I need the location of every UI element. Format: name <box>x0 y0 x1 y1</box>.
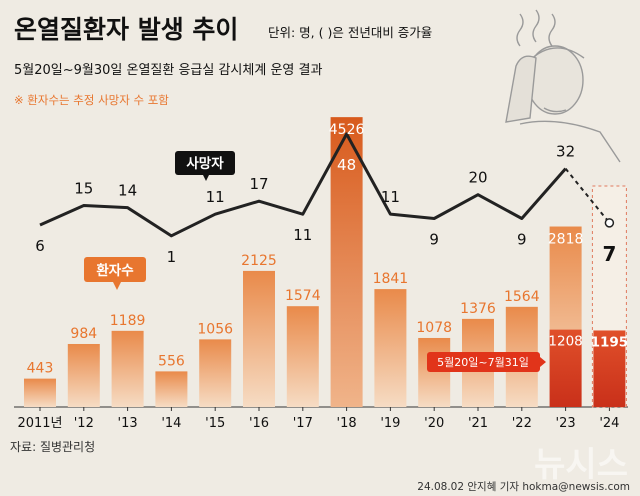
x-axis: 2011년 '12 '13 '14 '15 '16 '17 '18 '19 '20 '21 '22 '2… <box>14 406 628 431</box>
heat-wave-icon <box>516 13 524 47</box>
x-tick-label: '21 <box>468 416 488 431</box>
death-value-label: 11 <box>293 226 312 244</box>
patient-value-label: 443 <box>27 361 54 377</box>
patient-bars <box>24 117 627 408</box>
x-tick-label: '13 <box>118 416 138 431</box>
patient-value-label: 2818 <box>548 232 584 248</box>
deaths-label: 사망자 <box>186 155 224 172</box>
patient-value-label: 1056 <box>197 321 233 337</box>
death-value-label: 1 <box>167 248 177 266</box>
patient-bar <box>111 330 144 407</box>
x-tick-label: '15 <box>205 416 225 431</box>
death-value-label: 7 <box>602 242 616 266</box>
x-tick-label: '12 <box>74 416 94 431</box>
heat-wave-icon <box>548 13 556 47</box>
death-line-path <box>39 132 567 238</box>
source-text: 자료: 질병관리청 <box>10 440 95 454</box>
death-line <box>39 132 615 238</box>
patient-bar <box>286 306 319 407</box>
chart-subtitle: 5월20일~9월30일 온열질환 응급실 감시체계 운영 결과 <box>14 63 322 78</box>
patient-bar <box>67 343 100 407</box>
patient-value-label: 1574 <box>285 288 321 304</box>
death-value-label: 11 <box>381 188 400 206</box>
partial-period-label: 5월20일~7월31일 <box>437 355 529 369</box>
shoulder-icon <box>519 120 621 163</box>
x-tick-label: '17 <box>293 416 313 431</box>
death-value-label: 14 <box>118 182 137 200</box>
death-value-label: 11 <box>206 188 225 206</box>
patient-bar <box>418 337 451 407</box>
patients-series-label: 환자수 <box>84 257 146 290</box>
heat-wave-icon <box>532 9 540 43</box>
x-tick-label: 2011년 <box>17 416 62 431</box>
patient-value-label: 984 <box>70 326 97 342</box>
patient-value-label: 1564 <box>504 289 540 305</box>
x-tick-label: '24 <box>599 416 619 431</box>
chart-title: 온열질환자 발생 추이 <box>14 15 238 44</box>
death-value-label: 9 <box>517 231 527 249</box>
x-tick-label: '16 <box>249 416 269 431</box>
death-value-label: 6 <box>35 237 45 255</box>
credit-text: 24.08.02 안지혜 기자 hokma@newsis.com <box>417 481 630 493</box>
partial-period-callout: 5월20일~7월31일 <box>427 352 546 372</box>
x-tick-label: '20 <box>424 416 444 431</box>
patient-value-label: 556 <box>158 353 185 369</box>
data-labels: 443 984 1189 556 1056 2125 1574 4526 1841 1078 137… <box>27 122 629 376</box>
patient-value-label: 1189 <box>110 313 146 329</box>
patient-partial-bar <box>549 329 582 407</box>
heat-person-illustration <box>505 9 621 163</box>
patient-bar <box>243 270 275 407</box>
patients-label: 환자수 <box>96 262 133 279</box>
patient-partial-value-label: 1208 <box>548 334 582 350</box>
patient-bar <box>155 371 188 407</box>
death-point <box>604 218 615 228</box>
patient-bar <box>24 378 56 407</box>
x-tick-label: '14 <box>161 416 181 431</box>
deaths-series-label: 사망자 <box>175 151 235 181</box>
patient-partial-value-label: 1195 <box>591 334 629 350</box>
patient-bar <box>330 117 363 407</box>
patient-partial-bar <box>593 330 626 407</box>
x-tick-label: '23 <box>556 416 576 431</box>
death-value-label: 15 <box>74 180 93 198</box>
raised-hand-icon <box>505 55 537 123</box>
mouth-icon <box>543 107 567 113</box>
x-tick-label: '19 <box>380 416 400 431</box>
death-value-label: 20 <box>468 169 487 187</box>
death-line-dashed <box>564 168 611 224</box>
footnote: ※ 환자수는 추정 사망자 수 포함 <box>14 93 169 107</box>
death-value-label: 9 <box>429 231 439 249</box>
patient-bar <box>199 339 232 407</box>
patient-value-label: 1078 <box>416 320 452 336</box>
death-value-label: 32 <box>556 143 575 161</box>
patient-value-label: 2125 <box>241 253 277 269</box>
x-tick-label: '18 <box>337 416 357 431</box>
patient-bar <box>374 289 407 407</box>
patient-value-label: 1841 <box>373 271 409 287</box>
death-value-label: 48 <box>337 156 356 174</box>
death-value-label: 17 <box>249 175 268 193</box>
x-tick-label: '22 <box>512 416 532 431</box>
unit-note: 단위: 명, ( )은 전년대비 증가율 <box>268 25 432 40</box>
patient-value-label: 1376 <box>460 301 496 317</box>
patient-value-label: 4526 <box>329 122 365 138</box>
newsis-watermark: 뉴시스 <box>534 445 628 485</box>
